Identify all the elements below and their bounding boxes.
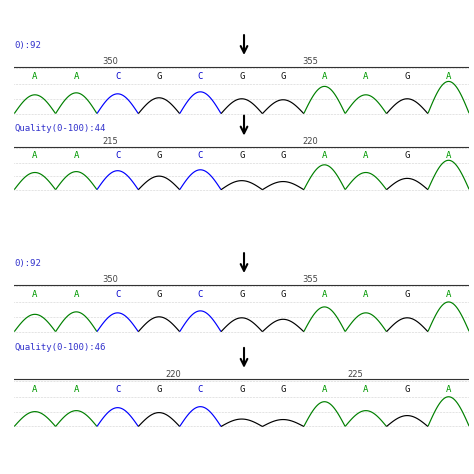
Text: G: G	[239, 151, 245, 160]
Text: A: A	[32, 291, 37, 300]
Text: G: G	[404, 73, 410, 82]
Text: G: G	[156, 73, 162, 82]
Text: 350: 350	[102, 275, 118, 284]
Text: C: C	[198, 291, 203, 300]
Text: C: C	[198, 385, 203, 394]
Text: G: G	[239, 73, 245, 82]
Text: G: G	[281, 73, 286, 82]
Text: A: A	[446, 385, 451, 394]
Text: G: G	[156, 291, 162, 300]
Text: G: G	[281, 385, 286, 394]
Text: 220: 220	[302, 137, 318, 146]
Text: A: A	[73, 385, 79, 394]
Text: G: G	[156, 385, 162, 394]
Text: G: G	[404, 151, 410, 160]
Text: 0):92: 0):92	[14, 259, 41, 268]
Text: C: C	[198, 151, 203, 160]
Text: A: A	[73, 73, 79, 82]
Text: G: G	[239, 385, 245, 394]
Text: G: G	[404, 385, 410, 394]
Text: 215: 215	[102, 137, 118, 146]
Text: C: C	[115, 151, 120, 160]
Text: C: C	[198, 73, 203, 82]
Text: A: A	[363, 73, 368, 82]
Text: 220: 220	[165, 370, 182, 379]
Text: A: A	[322, 385, 327, 394]
Text: A: A	[73, 151, 79, 160]
Text: G: G	[404, 291, 410, 300]
Text: 355: 355	[302, 57, 318, 66]
Text: A: A	[363, 291, 368, 300]
Text: 0):92: 0):92	[14, 41, 41, 50]
Text: A: A	[32, 73, 37, 82]
Text: A: A	[32, 385, 37, 394]
Text: A: A	[446, 73, 451, 82]
Text: A: A	[322, 73, 327, 82]
Text: G: G	[281, 291, 286, 300]
Text: C: C	[115, 291, 120, 300]
Text: Quality(0-100):46: Quality(0-100):46	[14, 343, 106, 352]
Text: A: A	[32, 151, 37, 160]
Text: 225: 225	[347, 370, 364, 379]
Text: A: A	[322, 151, 327, 160]
Text: A: A	[322, 291, 327, 300]
Text: G: G	[239, 291, 245, 300]
Text: A: A	[446, 291, 451, 300]
Text: A: A	[363, 385, 368, 394]
Text: G: G	[281, 151, 286, 160]
Text: 350: 350	[102, 57, 118, 66]
Text: C: C	[115, 385, 120, 394]
Text: A: A	[446, 151, 451, 160]
Text: 355: 355	[302, 275, 318, 284]
Text: C: C	[115, 73, 120, 82]
Text: A: A	[363, 151, 368, 160]
Text: Quality(0-100):44: Quality(0-100):44	[14, 124, 106, 133]
Text: A: A	[73, 291, 79, 300]
Text: G: G	[156, 151, 162, 160]
